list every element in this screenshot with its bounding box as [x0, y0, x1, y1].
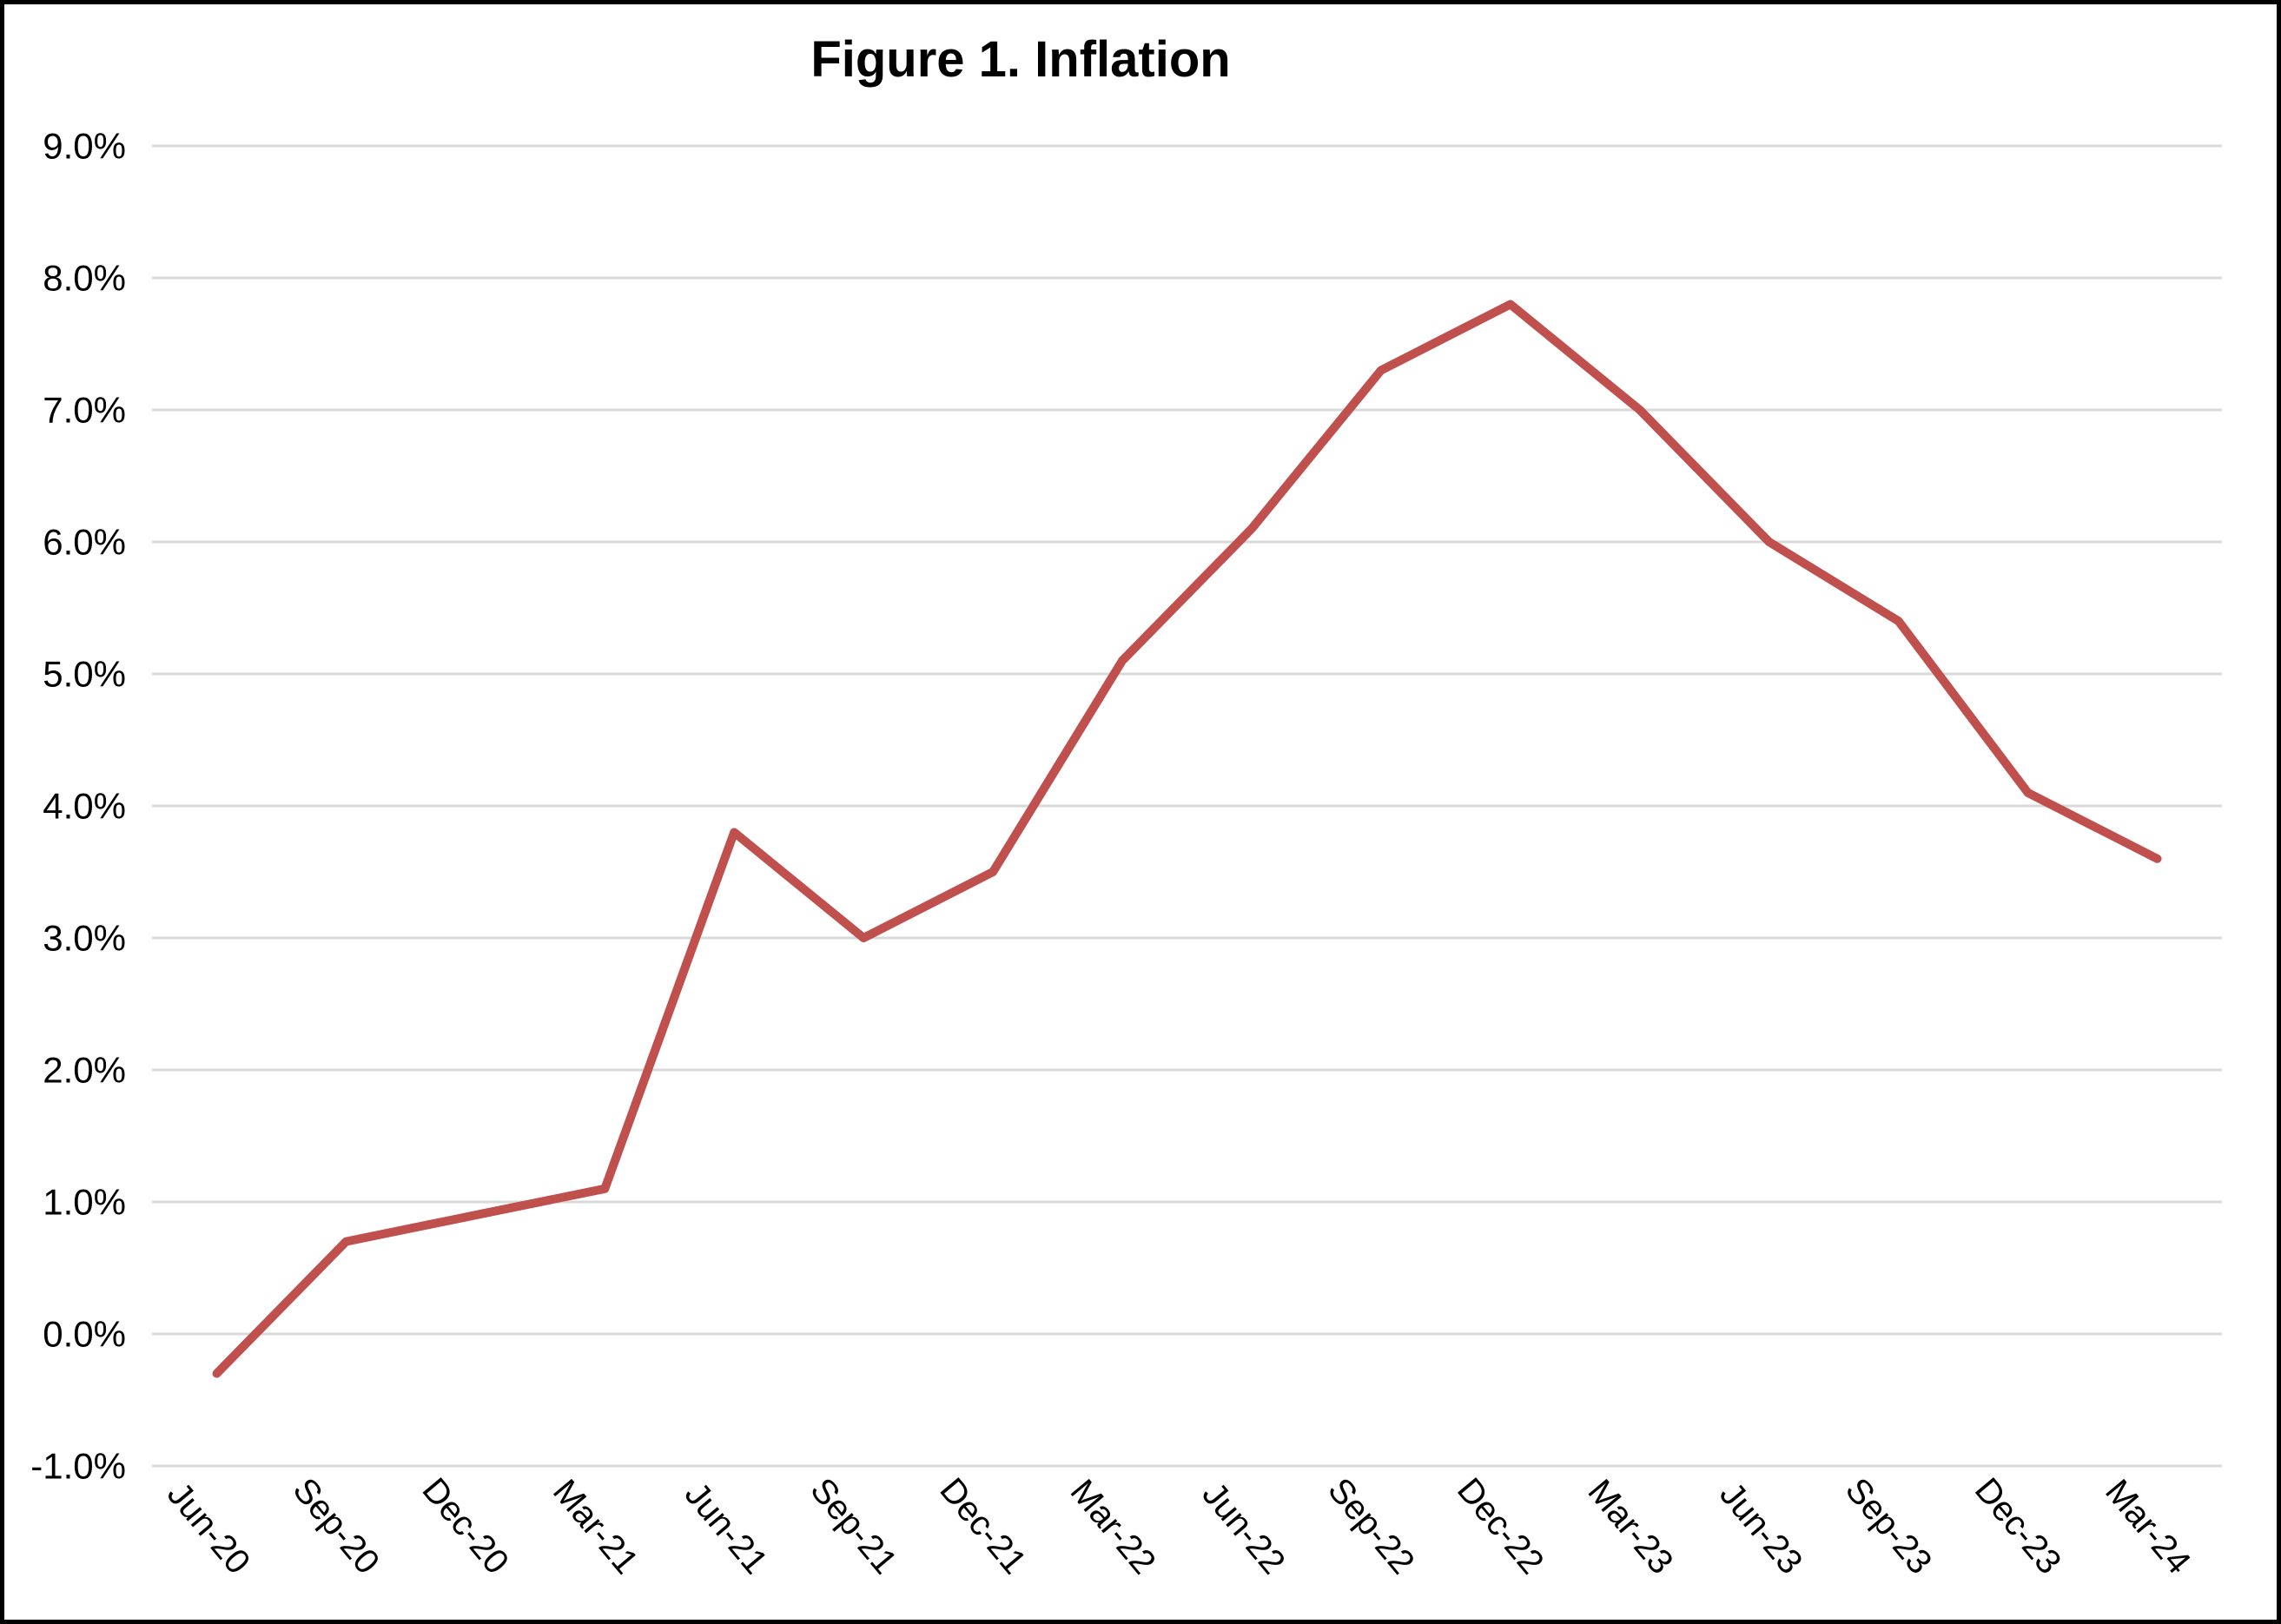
- y-axis-tick-label: 0.0%: [43, 1314, 126, 1355]
- y-axis-tick-label: 2.0%: [43, 1050, 126, 1091]
- inflation-series-line: [212, 300, 2162, 1378]
- y-axis-labels: 9.0% 8.0% 7.0% 6.0% 5.0% 4.0% 3.0% 2.0% 1.0% 0.0%…: [30, 126, 126, 1487]
- x-axis-tick-label: Mar-22: [1063, 1472, 1163, 1581]
- y-axis-tick-label: 6.0%: [43, 522, 126, 563]
- gridlines: [152, 144, 2222, 1468]
- x-axis-tick-label: Jun-20: [160, 1475, 257, 1581]
- x-axis-tick-label: Mar-24: [2098, 1472, 2198, 1581]
- x-axis-tick-label: Dec-22: [1450, 1471, 1551, 1581]
- x-axis-tick-label: Sep-22: [1320, 1471, 1422, 1581]
- y-axis-tick-label: 8.0%: [43, 258, 126, 299]
- x-axis-tick-label: Mar-21: [545, 1472, 645, 1581]
- y-axis-tick-label: 1.0%: [43, 1182, 126, 1223]
- y-axis-tick-label: 4.0%: [43, 786, 126, 827]
- x-axis-tick-label: Dec-23: [1967, 1471, 2069, 1581]
- x-axis-tick-label: Jun-22: [1194, 1475, 1292, 1581]
- x-axis-tick-label: Dec-21: [932, 1471, 1034, 1581]
- y-axis-tick-label: 9.0%: [43, 126, 126, 167]
- x-axis-tick-label: Mar-23: [1580, 1472, 1680, 1581]
- y-axis-tick-label: -1.0%: [30, 1446, 126, 1487]
- x-axis-tick-label: Dec-20: [415, 1471, 517, 1581]
- x-axis-labels: Jun-20 Sep-20 Dec-20 Mar-21 Jun-21 Sep-21 Dec-…: [160, 1471, 2198, 1581]
- y-axis-tick-label: 7.0%: [43, 390, 126, 431]
- y-axis-tick-label: 5.0%: [43, 654, 126, 695]
- x-axis-tick-label: Jun-23: [1712, 1475, 1809, 1581]
- x-axis-tick-label: Sep-21: [803, 1471, 904, 1581]
- series-group: [212, 300, 2162, 1378]
- y-axis-tick-label: 3.0%: [43, 918, 126, 959]
- x-axis-tick-label: Jun-21: [678, 1475, 775, 1581]
- x-axis-tick-label: Sep-20: [286, 1471, 387, 1581]
- inflation-line-chart: 9.0% 8.0% 7.0% 6.0% 5.0% 4.0% 3.0% 2.0% 1.0% 0.0%…: [30, 126, 2222, 1581]
- x-axis-tick-label: Sep-23: [1838, 1471, 1940, 1581]
